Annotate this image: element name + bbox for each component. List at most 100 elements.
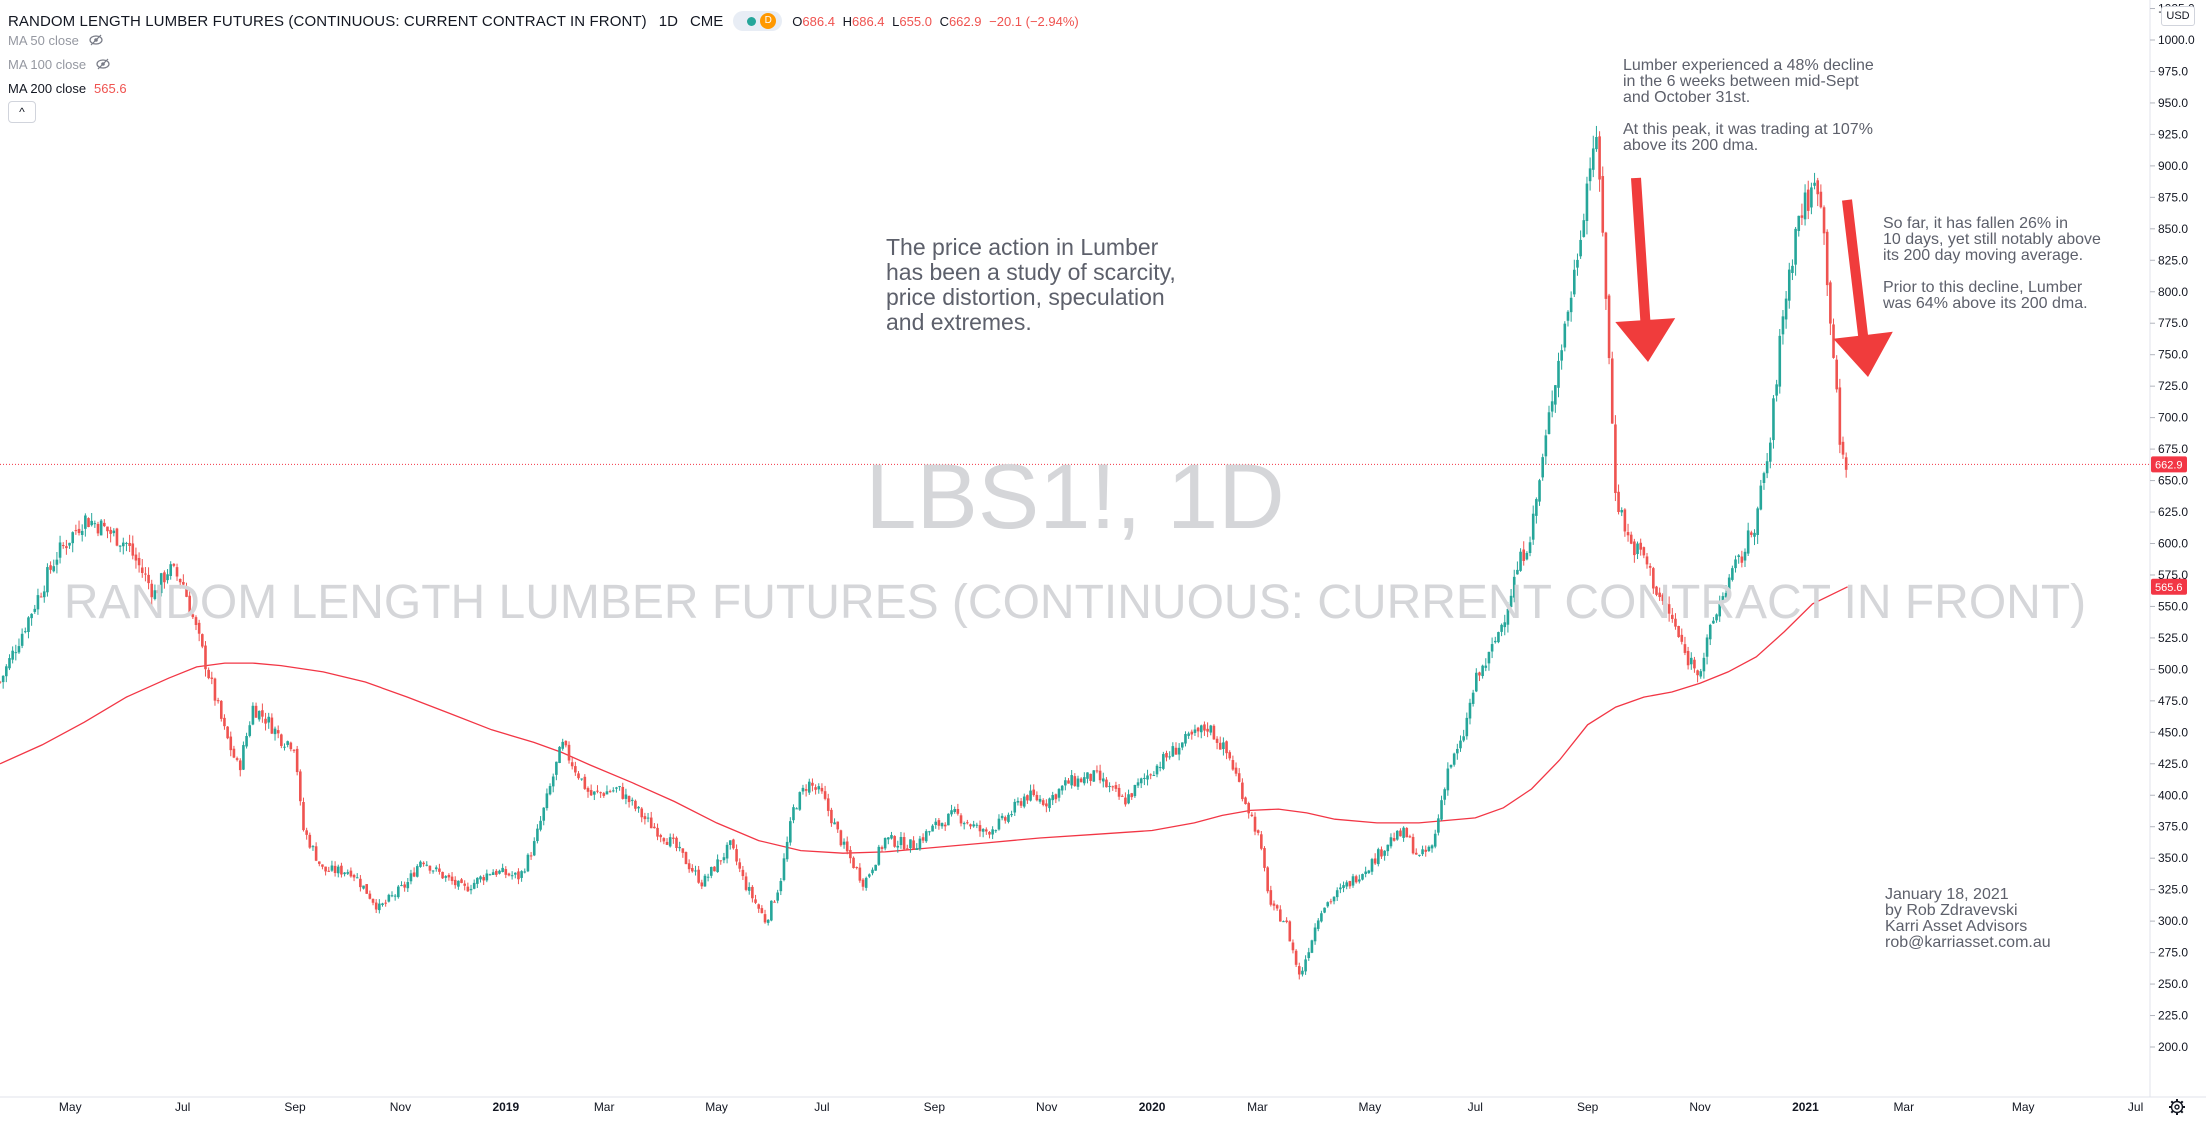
currency-label[interactable]: USD (2161, 6, 2195, 26)
candle-down (959, 815, 963, 824)
candle-down (1250, 814, 1254, 817)
candle-up (1313, 927, 1317, 942)
eye-hidden-icon[interactable] (89, 33, 103, 47)
candle-up (1718, 603, 1722, 617)
candle-up (728, 840, 732, 845)
candle-up (1620, 510, 1624, 513)
candle-up (1560, 350, 1563, 361)
candle-up (899, 836, 903, 846)
candle-up (153, 590, 157, 599)
x-tick-label: Sep (1577, 1100, 1599, 1114)
candle-up (1152, 775, 1156, 777)
candle-up (706, 876, 710, 878)
candle-down (1105, 779, 1108, 788)
candle-down (687, 863, 691, 870)
symbol-title[interactable]: RANDOM LENGTH LUMBER FUTURES (CONTINUOUS… (8, 12, 647, 30)
candle-down (1288, 921, 1292, 942)
candle-up (1566, 311, 1570, 321)
candle-up (20, 633, 24, 646)
candle-up (1775, 384, 1778, 396)
y-tick-label: 300.0 (2158, 914, 2188, 928)
candle-up (112, 530, 116, 534)
candle-up (520, 871, 523, 878)
candle-down (1215, 738, 1219, 743)
indicator-ma200[interactable]: MA 200 close 565.6 (8, 78, 127, 98)
candle-up (1361, 874, 1364, 880)
candle-down (1203, 724, 1206, 731)
candle-down (150, 583, 154, 598)
candle-up (159, 573, 163, 594)
candle-down (978, 825, 982, 832)
candle-up (8, 658, 11, 669)
collapse-indicators-button[interactable]: ^ (8, 101, 36, 123)
candle-down (719, 860, 723, 862)
candle-up (469, 888, 473, 891)
timeframe-label[interactable]: 1D (658, 12, 678, 30)
gear-icon[interactable] (2168, 1098, 2186, 1116)
candle-down (732, 839, 735, 849)
candle-up (1029, 790, 1032, 801)
candle-up (801, 787, 805, 792)
candle-up (972, 824, 975, 827)
candle-down (1405, 828, 1409, 838)
candle-up (1083, 777, 1086, 784)
candle-down (681, 848, 685, 853)
candle-up (1535, 499, 1538, 516)
candle-down (254, 705, 258, 718)
candle-up (1177, 747, 1181, 755)
candle-up (539, 820, 542, 830)
ma200-tag-label: 565.6 (2155, 582, 2183, 594)
candle-up (975, 824, 979, 826)
candle-up (1756, 508, 1759, 536)
candle-down (302, 802, 305, 831)
candle-down (0, 681, 2, 683)
candle-down (1408, 836, 1412, 838)
candle-down (1285, 920, 1288, 922)
y-tick-label: 975.0 (2158, 64, 2188, 78)
candle-down (172, 563, 176, 566)
x-tick-label: May (59, 1100, 82, 1114)
candle-up (1133, 784, 1137, 797)
candle-down (602, 793, 606, 796)
eye-hidden-icon[interactable] (96, 57, 110, 71)
low-value: 655.0 (899, 13, 932, 29)
candle-down (428, 865, 432, 871)
candle-up (343, 872, 346, 875)
candle-up (1576, 259, 1579, 268)
market-status-pill[interactable]: D (733, 11, 783, 31)
candle-up (887, 837, 890, 840)
candle-up (1301, 970, 1304, 975)
indicator-ma100[interactable]: MA 100 close (8, 54, 110, 74)
candle-down (627, 796, 631, 803)
candle-down (1348, 881, 1352, 887)
candle-up (1531, 513, 1535, 540)
candle-down (1218, 742, 1222, 750)
y-tick-label: 550.0 (2158, 599, 2188, 613)
x-tick-label: May (1359, 1100, 1382, 1114)
candle-down (280, 734, 283, 746)
candle-up (1769, 442, 1772, 462)
candle-up (1588, 168, 1592, 182)
candle-down (1275, 905, 1279, 909)
candle-down (1190, 731, 1194, 735)
candle-up (947, 813, 950, 826)
x-tick-label: 2021 (1792, 1100, 1819, 1114)
candle-up (555, 761, 558, 775)
candle-down (1041, 800, 1045, 805)
candle-up (501, 867, 504, 873)
candle-down (1607, 295, 1611, 359)
candle-up (14, 652, 18, 654)
candle-down (1800, 215, 1804, 218)
candle-up (1493, 640, 1497, 643)
candle-down (1149, 774, 1152, 776)
candle-up (1759, 485, 1763, 510)
indicator-ma50[interactable]: MA 50 close (8, 30, 103, 50)
candle-up (1395, 830, 1399, 840)
x-tick-label: Mar (594, 1100, 615, 1114)
candle-down (87, 518, 90, 528)
candle-down (1130, 793, 1134, 798)
candle-up (1791, 265, 1794, 273)
candle-up (1193, 729, 1197, 733)
candle-down (1294, 950, 1298, 965)
